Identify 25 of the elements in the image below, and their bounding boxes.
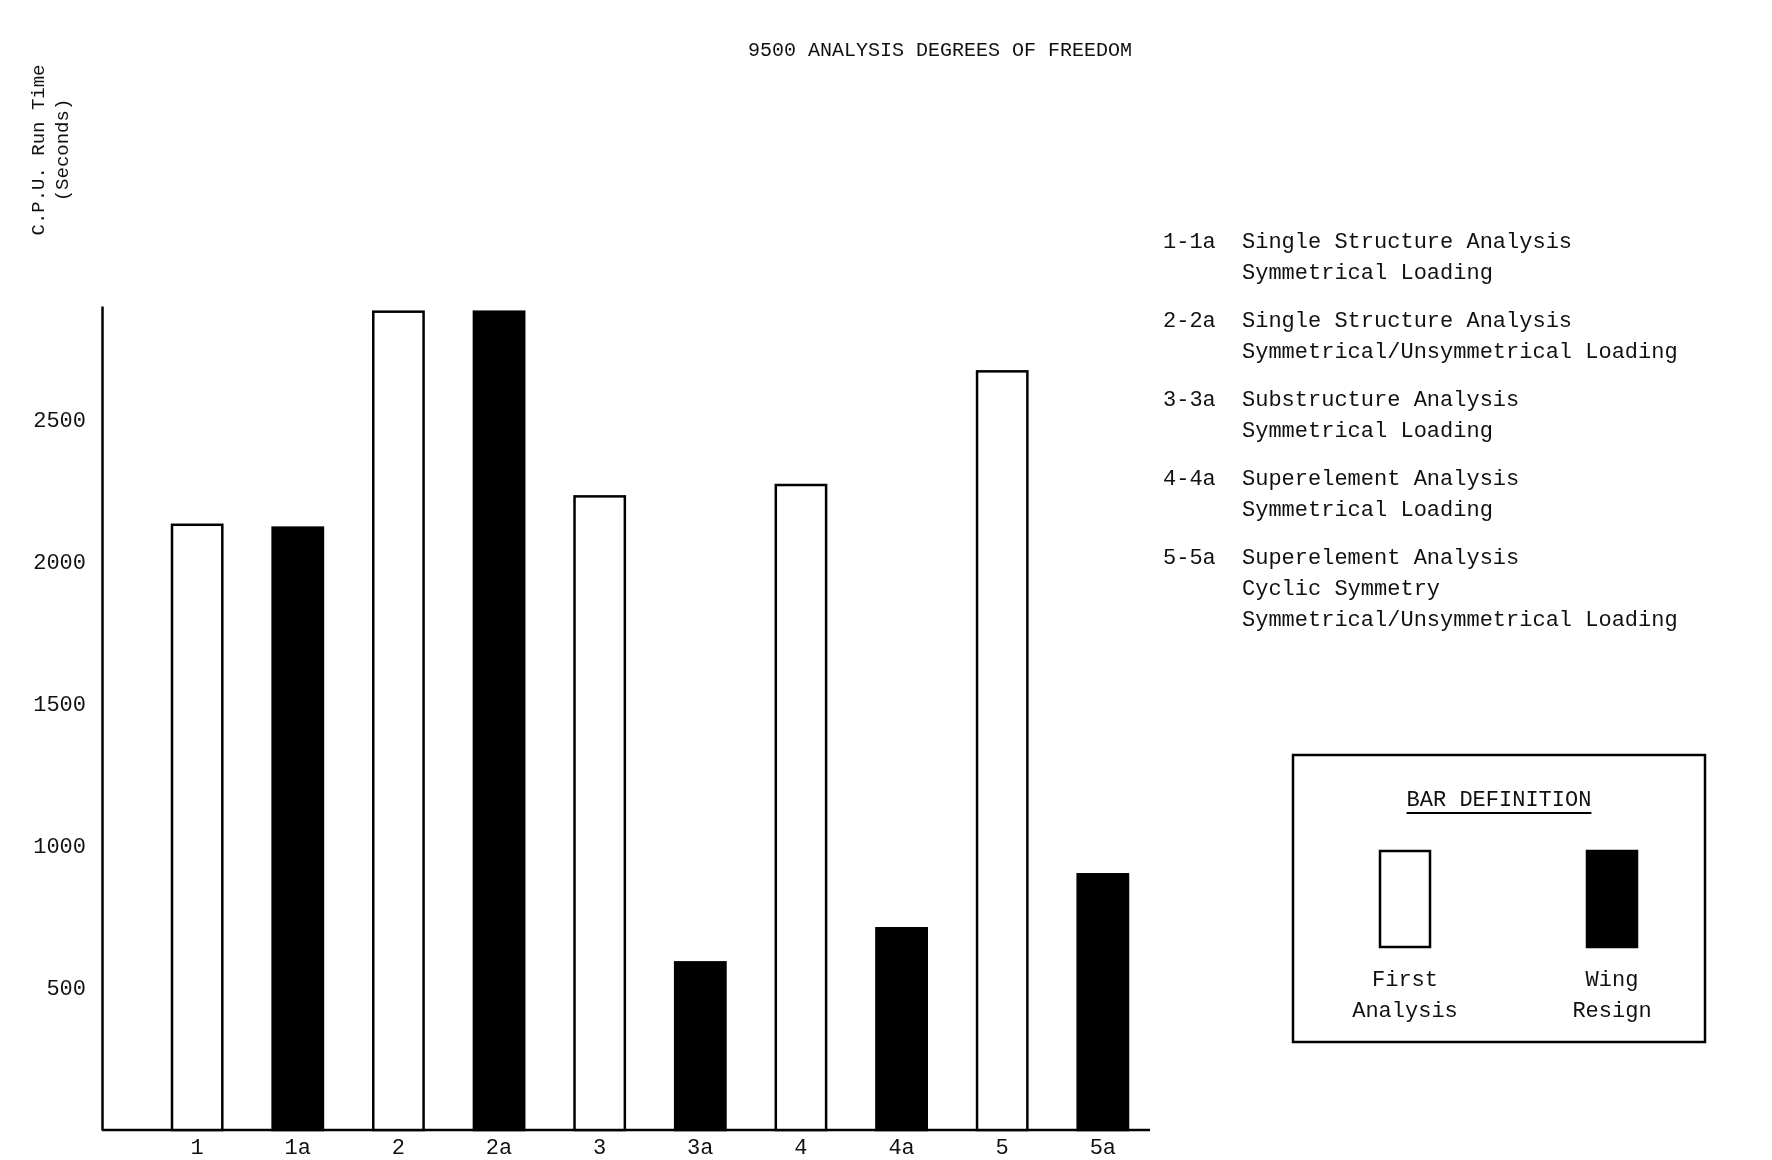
y-tick-label: 500 [46,977,86,1003]
x-tick-label: 3 [593,1135,607,1160]
x-tick-label: 4 [794,1135,808,1160]
chart-title: 9500 ANALYSIS DEGREES OF FREEDOM [747,39,1133,62]
x-tick-label: 2a [485,1135,513,1160]
x-tick-label: 4a [888,1135,915,1160]
text: Wing Resign [1572,968,1652,1024]
y-tick-label: 1000 [33,835,86,861]
text: 1-1a Single Structure Analysis Symmetrical Loading [1163,230,1573,286]
y-tick-label: 2000 [33,551,86,577]
x-tick-label: 1 [190,1135,204,1160]
text: 4-4a Superelement Analysis Symmetrical Loading [1163,467,1520,523]
y-tick-label: 2500 [33,409,86,435]
x-tick-label: 5 [995,1135,1009,1160]
x-tick-label: 3a [687,1135,714,1160]
text: First Analysis [1352,968,1458,1024]
legend-title: BAR DEFINITION [1406,788,1592,813]
text: 2-2a Single Structure Analysis Symmetrical/Unsymmetrical Loading [1163,309,1678,365]
text: 5-5a Superelement Analysis Cyclic Symmetry Symmetrical/Unsymmetrical Loading [1163,546,1678,633]
text: 3-3a Substructure Analysis Symmetrical Loading [1163,388,1520,444]
x-tick-label: 2 [391,1135,406,1160]
y-tick-label: 1500 [33,693,86,719]
y-axis-title: C.P.U. Run Time (Seconds) [28,64,74,236]
x-tick-label: 5a [1089,1135,1117,1160]
x-tick-label: 1a [284,1135,311,1160]
